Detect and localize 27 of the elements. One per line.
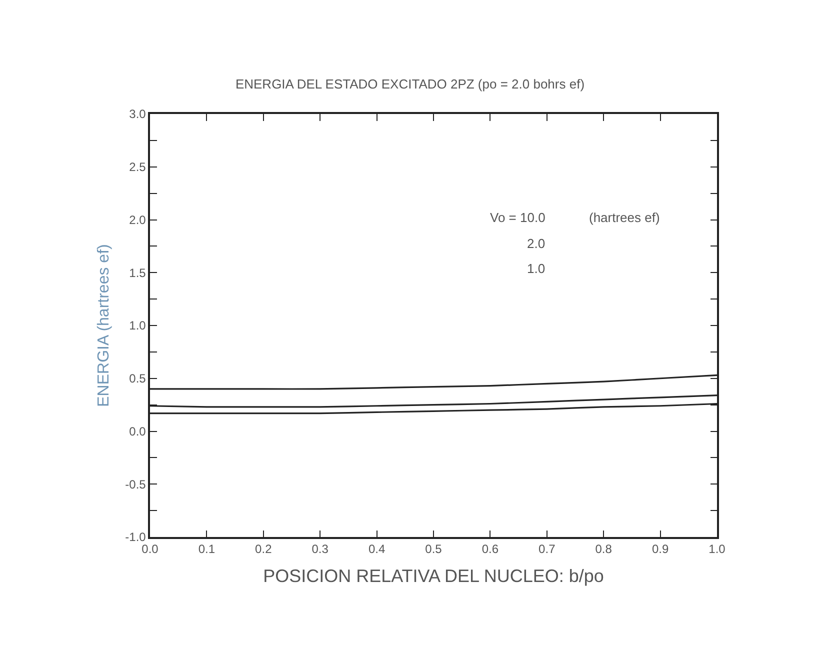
y-tick-label: 1.5 [129,266,146,280]
annotation: Vo = 10.0 [490,210,546,225]
annotation: 1.0 [527,261,546,276]
y-tick-label: 0.5 [129,372,146,386]
annotation: (hartrees ef) [589,210,660,225]
x-tick-label: 0.5 [425,542,442,556]
x-axis-title: POSICION RELATIVA DEL NUCLEO: b/po [263,566,604,586]
x-tick-label: 0.3 [312,542,329,556]
x-tick-label: 0.4 [368,542,386,556]
y-tick-label: 2.0 [129,212,146,227]
y-axis-title: ENERGIA (hartrees ef) [96,244,113,407]
x-tick-label: 0.9 [652,542,669,556]
y-tick-label: 2.5 [129,160,146,174]
x-tick-label: 1.0 [708,542,726,556]
x-tick-label: 0.0 [142,542,159,556]
annotation: 2.0 [527,236,546,251]
y-tick-label: -0.5 [125,477,146,492]
y-tick-label: 1.0 [129,318,146,333]
x-tick-label: 0.8 [595,542,612,556]
x-tick-label: 0.2 [255,542,272,556]
x-tick-label: 0.7 [538,542,556,556]
x-tick-label: 0.6 [482,542,499,556]
chart-title: ENERGIA DEL ESTADO EXCITADO 2PZ (po = 2.0 bohrs ef) [235,76,585,92]
y-tick-label: 3.0 [129,107,146,122]
y-tick-label: -1.0 [125,530,146,544]
y-tick-label: 0.0 [129,424,146,438]
x-tick-label: 0.1 [198,542,216,556]
